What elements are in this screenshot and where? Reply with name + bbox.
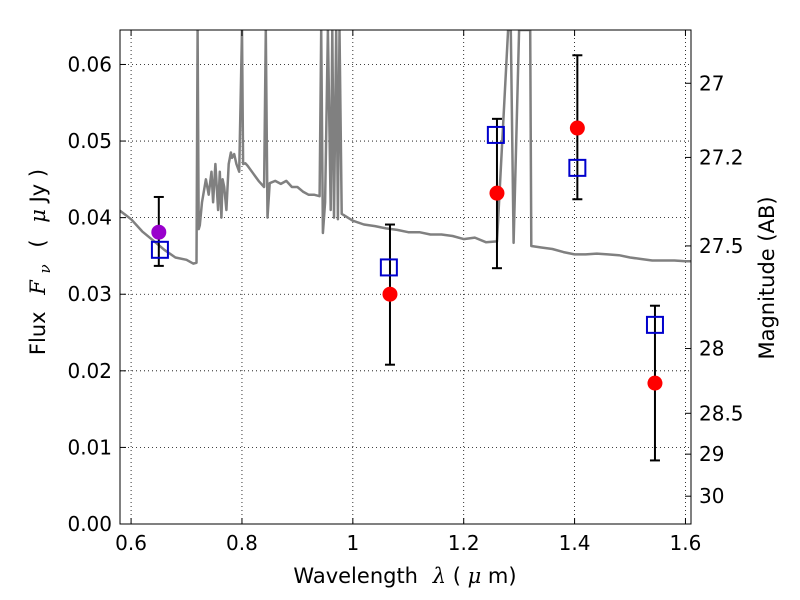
y-tick-label: 0.02 xyxy=(67,359,112,383)
y-axis-title-prefix: Flux xyxy=(26,311,50,355)
photometry-point xyxy=(489,185,505,201)
y-axis-title: Flux F ν ( μ Jy ) xyxy=(26,169,55,355)
photometry-point xyxy=(569,120,585,136)
plot-frame xyxy=(119,29,692,525)
y-axis-title-symbol: F xyxy=(26,279,50,296)
y2-tick-label: 27.2 xyxy=(699,145,744,169)
x-tick-label: 1.2 xyxy=(448,531,480,555)
y2-tick-label: 27 xyxy=(699,71,724,95)
axis-ticks: 0.6 0.8 1 1.2 1.4 1.6 0.00 0.01 0.02 0.03 0.04 0.05… xyxy=(67,30,744,555)
x-axis-title-prefix: Wavelength xyxy=(293,564,418,588)
y2-tick-label: 30 xyxy=(699,484,724,508)
model-photometry-square xyxy=(379,258,398,277)
model-spectrum-line xyxy=(120,30,691,265)
y2-tick-label: 28 xyxy=(699,337,724,361)
photometry-point xyxy=(151,224,167,240)
model-photometry-square xyxy=(486,125,505,144)
plot-content xyxy=(120,30,691,265)
model-photometry-square xyxy=(150,240,169,259)
x-tick-label: 1.4 xyxy=(559,531,591,555)
y2-tick-label: 29 xyxy=(699,442,724,466)
photometry-point xyxy=(382,286,398,302)
plot-background xyxy=(120,30,691,524)
y-tick-label: 0.01 xyxy=(67,435,112,459)
y2-tick-label: 27.5 xyxy=(699,234,744,258)
x-tick-label: 1 xyxy=(346,531,359,555)
x-tick-label: 1.6 xyxy=(670,531,702,555)
x-axis-title: Wavelength λ ( μ m) xyxy=(293,564,516,588)
photometry-point xyxy=(647,375,663,391)
y-axis-title-unit-mu: μ xyxy=(26,209,50,223)
y2-axis-title: Magnitude (AB) xyxy=(755,196,779,359)
x-axis-title-unit-rest: m) xyxy=(488,564,517,588)
y-tick-label: 0.05 xyxy=(67,129,112,153)
x-axis-title-symbol: λ xyxy=(432,564,446,588)
model-photometry-square xyxy=(645,315,664,334)
x-axis-title-unit-mu: μ xyxy=(468,564,482,588)
y-tick-label: 0.00 xyxy=(67,512,112,536)
y-tick-label: 0.06 xyxy=(67,52,112,76)
x-tick-label: 0.6 xyxy=(115,531,147,555)
y-tick-label: 0.04 xyxy=(67,206,112,230)
y-tick-label: 0.03 xyxy=(67,282,112,306)
x-tick-label: 0.8 xyxy=(226,531,258,555)
x-axis-title-unit-open: ( xyxy=(453,564,461,588)
y2-tick-label: 28.5 xyxy=(699,401,744,425)
data-markers xyxy=(150,54,664,462)
y-axis-title-subscript: ν xyxy=(36,264,54,273)
model-photometry-square xyxy=(568,158,587,177)
y-axis-title-unit-open: ( xyxy=(26,239,50,247)
y-axis-title-unit-rest: Jy ) xyxy=(26,169,50,205)
